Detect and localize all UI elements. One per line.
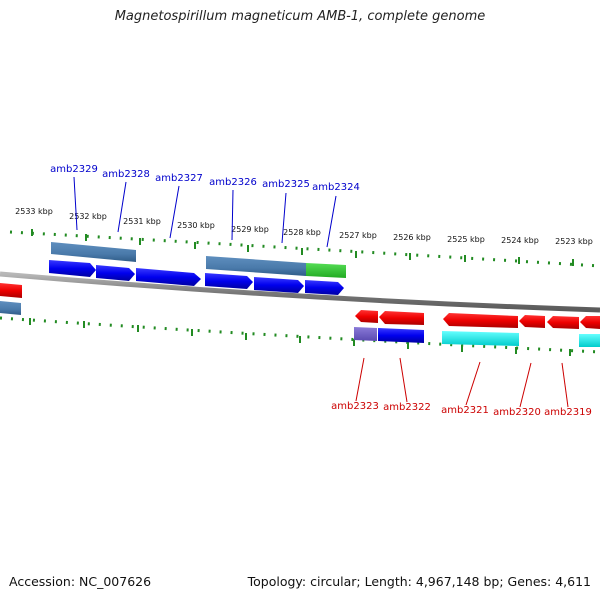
gene-label-leader (399, 357, 408, 403)
tick-label: 2531 kbp (123, 217, 161, 226)
gene-bar-left-partial[interactable] (0, 301, 21, 315)
major-ticks-inner (29, 318, 571, 356)
gene-label-amb2320[interactable]: amb2320 (493, 407, 541, 418)
gene-label-amb2326[interactable]: amb2326 (209, 177, 257, 188)
reverse-gene-labels: amb2323 amb2322 amb2321 amb2320 amb2319 (331, 357, 592, 418)
gene-label-leader (73, 176, 78, 231)
tick-label: 2532 kbp (69, 212, 107, 221)
cds-arrow-amb2328[interactable] (96, 265, 135, 281)
cds-arrow-amb2319[interactable] (547, 316, 579, 329)
gene-label-amb2329[interactable]: amb2329 (50, 164, 98, 175)
gene-label-leader (465, 361, 481, 406)
forward-gene-labels: amb2329 amb2328 amb2327 amb2326 amb2325 amb23… (50, 164, 360, 248)
tick-label: 2524 kbp (501, 236, 539, 245)
tick-label: 2525 kbp (447, 235, 485, 244)
cds-arrow-amb2326[interactable] (205, 273, 253, 289)
cds-arrow-amb2320[interactable] (519, 315, 545, 328)
gene-label-amb2325[interactable]: amb2325 (262, 179, 310, 190)
cds-arrow-amb2329[interactable] (49, 260, 96, 277)
gene-bar-amb2329-2328[interactable] (51, 242, 136, 262)
gene-bar-amb2326-2325[interactable] (206, 256, 306, 276)
gene-label-leader (169, 185, 180, 239)
tick-label: 2533 kbp (15, 207, 53, 216)
accession-text: Accession: NC_007626 (9, 574, 152, 589)
gene-label-leader (117, 181, 127, 233)
topology-text: Topology: circular; Length: 4,967,148 bp… (247, 574, 591, 589)
cds-arrow-amb2323[interactable] (355, 310, 378, 323)
tick-label: 2526 kbp (393, 233, 431, 242)
cds-arrow-amb2325[interactable] (254, 277, 304, 293)
gene-label-leader (231, 189, 234, 241)
genome-title: Magnetospirillum magneticum AMB-1, compl… (114, 9, 486, 24)
cds-arrow-amb2322[interactable] (379, 311, 424, 325)
gene-label-leader (519, 362, 532, 408)
cds-arrow-amb2324[interactable] (305, 280, 344, 295)
gene-label-amb2323[interactable]: amb2323 (331, 401, 379, 412)
gene-label-amb2322[interactable]: amb2322 (383, 402, 431, 413)
outer-tick-ring (9, 230, 600, 268)
gene-label-amb2319[interactable]: amb2319 (544, 407, 592, 418)
major-ticks-outer (31, 229, 574, 266)
tick-label: 2527 kbp (339, 231, 377, 240)
tick-label: 2530 kbp (177, 221, 215, 230)
gene-label-leader (561, 362, 569, 408)
gene-label-leader (326, 195, 337, 248)
gene-bar-amb2322[interactable] (378, 328, 424, 343)
cds-arrow-amb2321[interactable] (443, 313, 518, 328)
tick-labels: 2533 kbp 2532 kbp 2531 kbp 2530 kbp 2529 kbp… (15, 207, 593, 246)
gene-bar-amb2321[interactable] (442, 331, 519, 346)
cds-arrow-amb2327[interactable] (136, 268, 201, 286)
gene-bar-right-partial[interactable] (579, 334, 600, 347)
gene-bar-amb2323[interactable] (354, 327, 377, 341)
gene-label-amb2324[interactable]: amb2324 (312, 182, 360, 193)
tick-label: 2528 kbp (283, 228, 321, 237)
gene-label-amb2328[interactable]: amb2328 (102, 169, 150, 180)
genome-backbone (0, 271, 600, 313)
tick-label: 2529 kbp (231, 225, 269, 234)
gene-label-amb2321[interactable]: amb2321 (441, 405, 489, 416)
cds-arrow-left-partial[interactable] (0, 283, 22, 298)
tick-label: 2523 kbp (555, 237, 593, 246)
gene-label-leader (281, 192, 287, 244)
gene-label-leader (355, 357, 365, 402)
gene-label-amb2327[interactable]: amb2327 (155, 173, 203, 184)
gene-bar-amb2324[interactable] (306, 263, 346, 278)
cds-arrow-right-partial[interactable] (580, 316, 600, 329)
